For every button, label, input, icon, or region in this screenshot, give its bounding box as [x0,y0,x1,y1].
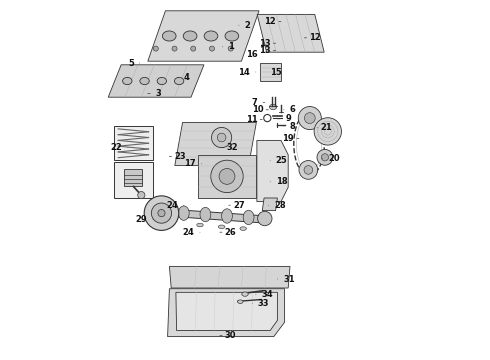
Text: 25: 25 [270,156,288,165]
Text: 11: 11 [245,115,262,124]
Bar [114,126,153,160]
Text: 24: 24 [167,201,184,210]
Text: 9: 9 [277,114,291,123]
Ellipse shape [243,210,254,225]
Bar [114,162,153,198]
Text: 15: 15 [270,68,281,77]
Circle shape [153,46,158,51]
Circle shape [212,127,232,148]
Ellipse shape [225,31,239,41]
Text: 13: 13 [259,39,275,48]
Polygon shape [170,266,290,288]
Polygon shape [262,198,277,211]
Text: 18: 18 [270,177,288,186]
Circle shape [144,196,179,230]
Ellipse shape [140,77,149,85]
Text: 16: 16 [245,50,257,59]
Circle shape [172,46,177,51]
Circle shape [217,133,226,142]
Ellipse shape [178,206,189,220]
Circle shape [228,46,233,51]
Ellipse shape [204,31,218,41]
Text: 29: 29 [136,215,153,224]
Circle shape [211,160,243,193]
Circle shape [258,211,272,226]
Circle shape [304,113,315,123]
Ellipse shape [242,292,248,296]
Ellipse shape [157,77,167,85]
Circle shape [138,192,145,199]
Polygon shape [148,11,259,61]
Text: 1: 1 [222,42,234,51]
Circle shape [219,168,235,184]
Text: 7: 7 [252,98,265,107]
Text: 2: 2 [239,21,250,30]
Text: 14: 14 [239,68,256,77]
Text: 3: 3 [148,89,162,98]
Text: 21: 21 [317,123,332,132]
Polygon shape [108,65,204,97]
Circle shape [151,203,172,223]
Circle shape [191,46,196,51]
Ellipse shape [270,104,277,110]
Text: 30: 30 [220,331,236,340]
Text: 28: 28 [269,201,286,210]
Circle shape [158,210,165,217]
Bar [124,169,143,186]
Circle shape [299,161,318,179]
Polygon shape [257,14,324,52]
Ellipse shape [122,77,132,85]
Ellipse shape [238,300,243,303]
Text: 4: 4 [177,73,189,82]
Text: 10: 10 [252,105,269,114]
Ellipse shape [197,223,203,227]
Text: 20: 20 [322,154,340,163]
Text: 8: 8 [284,122,295,131]
Text: 34: 34 [256,290,273,299]
Ellipse shape [174,77,184,85]
Text: 31: 31 [277,275,294,284]
Text: 27: 27 [229,201,245,210]
Ellipse shape [219,225,225,229]
Polygon shape [168,289,285,337]
Text: 26: 26 [220,228,237,237]
Text: 24: 24 [183,228,200,237]
Text: 19: 19 [282,134,299,143]
Polygon shape [257,140,288,202]
Ellipse shape [162,31,176,41]
Ellipse shape [240,227,246,230]
Text: 13: 13 [259,46,275,55]
Ellipse shape [221,209,232,223]
Circle shape [304,166,313,174]
Text: 33: 33 [252,299,270,307]
Circle shape [298,107,321,130]
Ellipse shape [200,207,211,222]
Text: 5: 5 [128,59,140,68]
Text: 32: 32 [221,143,238,152]
Text: 22: 22 [111,143,128,152]
Polygon shape [261,63,281,81]
Text: 12: 12 [304,33,321,42]
Circle shape [317,149,333,165]
Ellipse shape [183,31,197,41]
Polygon shape [176,292,277,330]
Text: 23: 23 [170,152,186,161]
Polygon shape [164,209,268,223]
Circle shape [321,154,328,161]
Circle shape [314,118,342,145]
Text: 6: 6 [284,105,295,114]
Polygon shape [198,155,256,198]
Polygon shape [175,122,256,166]
Text: 17: 17 [184,159,202,168]
Text: 12: 12 [264,17,281,26]
Circle shape [209,46,215,51]
